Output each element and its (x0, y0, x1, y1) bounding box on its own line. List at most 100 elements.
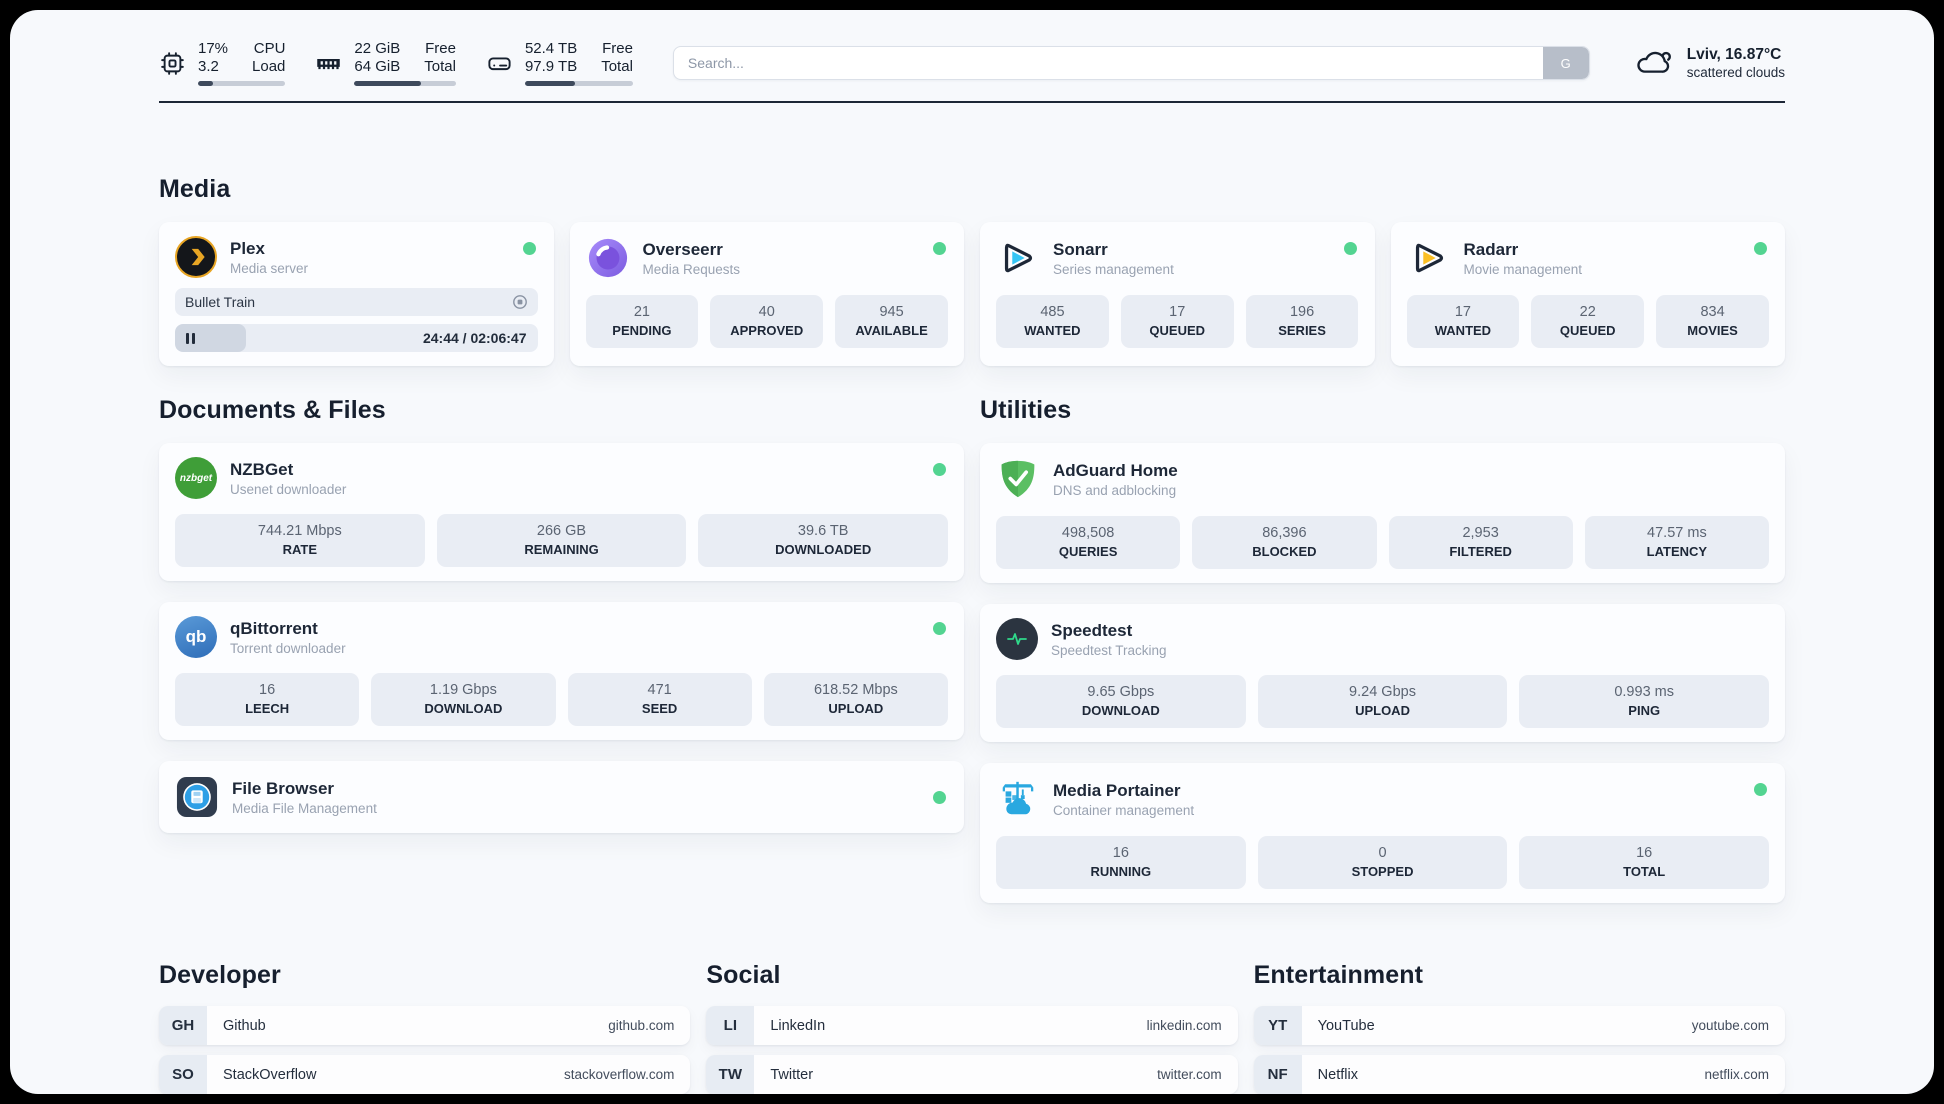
app-card-plex[interactable]: Plex Media server Bullet Train 24:44 / 0… (159, 222, 554, 366)
search-bar: G (672, 46, 1590, 80)
cpu-usage-value: 17% (198, 40, 229, 57)
app-description: Container management (1053, 802, 1195, 818)
portainer-icon (996, 777, 1040, 821)
status-online-dot (933, 622, 946, 635)
documents-column: Documents & Files nzbget NZBGet Usenet d… (159, 396, 964, 903)
bookmark-name: Twitter (770, 1066, 814, 1083)
bookmark-abbr: NF (1253, 1055, 1302, 1094)
app-title: Speedtest (1051, 620, 1133, 640)
app-title: Sonarr (1053, 239, 1108, 259)
status-online-dot (1754, 783, 1767, 796)
stat-leech: 16 LEECH (175, 673, 360, 726)
stat-movies: 834 MOVIES (1656, 295, 1769, 348)
search-engine-button[interactable]: G (1542, 47, 1589, 79)
stat-latency: 47.57 ms LATENCY (1584, 516, 1769, 569)
ram-icon (315, 50, 342, 77)
app-card-speedtest[interactable]: Speedtest Speedtest Tracking 9.65 Gbps DO… (980, 604, 1785, 742)
bookmark-name: YouTube (1317, 1017, 1375, 1034)
stat-available: 945 AVAILABLE (835, 295, 948, 348)
memory-free-label: Free (425, 40, 456, 57)
bookmark-linkedin[interactable]: LI LinkedIn linkedin.com (706, 1006, 1238, 1045)
app-description: Speedtest Tracking (1051, 642, 1167, 658)
bookmark-netflix[interactable]: NF Netflix netflix.com (1253, 1055, 1785, 1094)
playback-progress-row: 24:44 / 02:06:47 (175, 324, 538, 352)
app-card-filebrowser[interactable]: File Browser Media File Management (159, 761, 964, 833)
app-card-qbittorrent[interactable]: qb qBittorrent Torrent downloader 16 LEEC… (159, 602, 964, 740)
cpu-load-value: 3.2 (198, 58, 219, 75)
app-description: Media Requests (642, 261, 741, 277)
stat-filtered: 2,953 FILTERED (1388, 516, 1573, 569)
bookmark-url: netflix.com (1704, 1067, 1769, 1082)
bookmark-group-social: Social LI LinkedIn linkedin.com TW Twitt… (706, 961, 1238, 1094)
cpu-load-label: Load (252, 58, 286, 75)
filebrowser-icon (175, 775, 219, 819)
radarr-icon (1407, 236, 1451, 280)
weather-location-temp: Lviv, 16.87°C (1686, 45, 1782, 63)
app-description: Movie management (1463, 261, 1583, 277)
memory-widget: 22 GiB Free 64 GiB Total (315, 40, 456, 86)
bookmark-name: StackOverflow (223, 1066, 317, 1083)
speedtest-icon (996, 618, 1038, 660)
overseerr-icon (586, 236, 630, 280)
stat-stopped: 0 STOPPED (1257, 836, 1508, 889)
status-online-dot (933, 790, 946, 804)
status-online-dot (933, 242, 946, 255)
bookmark-abbr: TW (706, 1055, 755, 1094)
now-playing-title: Bullet Train (185, 294, 256, 310)
cpu-icon (159, 50, 186, 77)
stat-wanted: 17 WANTED (1406, 295, 1520, 348)
section-title-documents: Documents & Files (159, 396, 386, 424)
bookmark-group-entertainment: Entertainment YT YouTube youtube.com NF … (1253, 961, 1785, 1094)
app-description: Media server (230, 260, 309, 276)
stat-rate: 744.21 Mbps RATE (175, 514, 425, 567)
bookmark-twitter[interactable]: TW Twitter twitter.com (706, 1055, 1238, 1094)
status-online-dot (933, 463, 946, 476)
app-card-adguard[interactable]: AdGuard Home DNS and adblocking 498,508 Q… (980, 443, 1785, 583)
disk-free-label: Free (602, 40, 633, 57)
stat-wanted: 485 WANTED (996, 295, 1109, 348)
bookmark-youtube[interactable]: YT YouTube youtube.com (1253, 1006, 1785, 1045)
bookmark-url: twitter.com (1157, 1067, 1222, 1082)
app-card-portainer[interactable]: Media Portainer Container management 16 R… (980, 763, 1785, 903)
disk-free-value: 52.4 TB (524, 40, 578, 57)
bookmark-url: stackoverflow.com (564, 1067, 675, 1082)
stat-downloaded: 39.6 TB DOWNLOADED (698, 514, 949, 567)
stat-upload: 618.52 Mbps UPLOAD (763, 673, 948, 726)
app-card-radarr[interactable]: Radarr Movie management 17 WANTED 22 QUEUE… (1390, 222, 1785, 366)
top-bar: 17% CPU 3.2 Load (159, 40, 1785, 86)
stat-approved: 40 APPROVED (710, 295, 824, 348)
app-title: qBittorrent (230, 618, 318, 638)
section-title-entertainment: Entertainment (1253, 961, 1424, 989)
disk-total-label: Total (601, 58, 633, 75)
bookmark-abbr: GH (159, 1006, 207, 1045)
section-title-developer: Developer (159, 961, 281, 989)
bookmark-url: youtube.com (1691, 1018, 1769, 1033)
stat-download: 1.19 Gbps DOWNLOAD (371, 673, 556, 726)
app-card-overseerr[interactable]: Overseerr Media Requests 21 PENDING 40 APP… (569, 222, 964, 366)
disk-widget: 52.4 TB Free 97.9 TB Total (486, 40, 633, 86)
app-description: Series management (1053, 261, 1174, 277)
playback-time: 24:44 / 02:06:47 (422, 330, 527, 346)
bookmark-name: Netflix (1317, 1066, 1358, 1083)
app-card-nzbget[interactable]: nzbget NZBGet Usenet downloader 744.21 M… (159, 443, 964, 581)
adguard-icon (996, 457, 1040, 501)
disk-total-value: 97.9 TB (524, 58, 578, 75)
qbittorrent-icon: qb (175, 616, 217, 658)
app-title: Radarr (1463, 239, 1519, 259)
memory-total-value: 64 GiB (354, 58, 401, 75)
bookmark-stackoverflow[interactable]: SO StackOverflow stackoverflow.com (159, 1055, 691, 1094)
media-grid: Plex Media server Bullet Train 24:44 / 0… (159, 222, 1785, 366)
stat-series: 196 SERIES (1245, 295, 1359, 348)
app-card-sonarr[interactable]: Sonarr Series management 485 WANTED 17 QUE… (980, 222, 1375, 366)
weather-condition: scattered clouds (1686, 64, 1785, 80)
app-title: Overseerr (642, 239, 723, 259)
stat-download: 9.65 Gbps DOWNLOAD (996, 675, 1246, 728)
plex-icon (175, 236, 217, 278)
search-input[interactable] (673, 47, 1543, 79)
app-description: DNS and adblocking (1053, 482, 1177, 498)
bookmark-github[interactable]: GH Github github.com (159, 1006, 691, 1045)
cpu-progress-bar (198, 81, 286, 86)
app-title: NZBGet (230, 459, 294, 479)
disk-icon (486, 50, 513, 77)
bookmark-abbr: SO (159, 1055, 207, 1094)
